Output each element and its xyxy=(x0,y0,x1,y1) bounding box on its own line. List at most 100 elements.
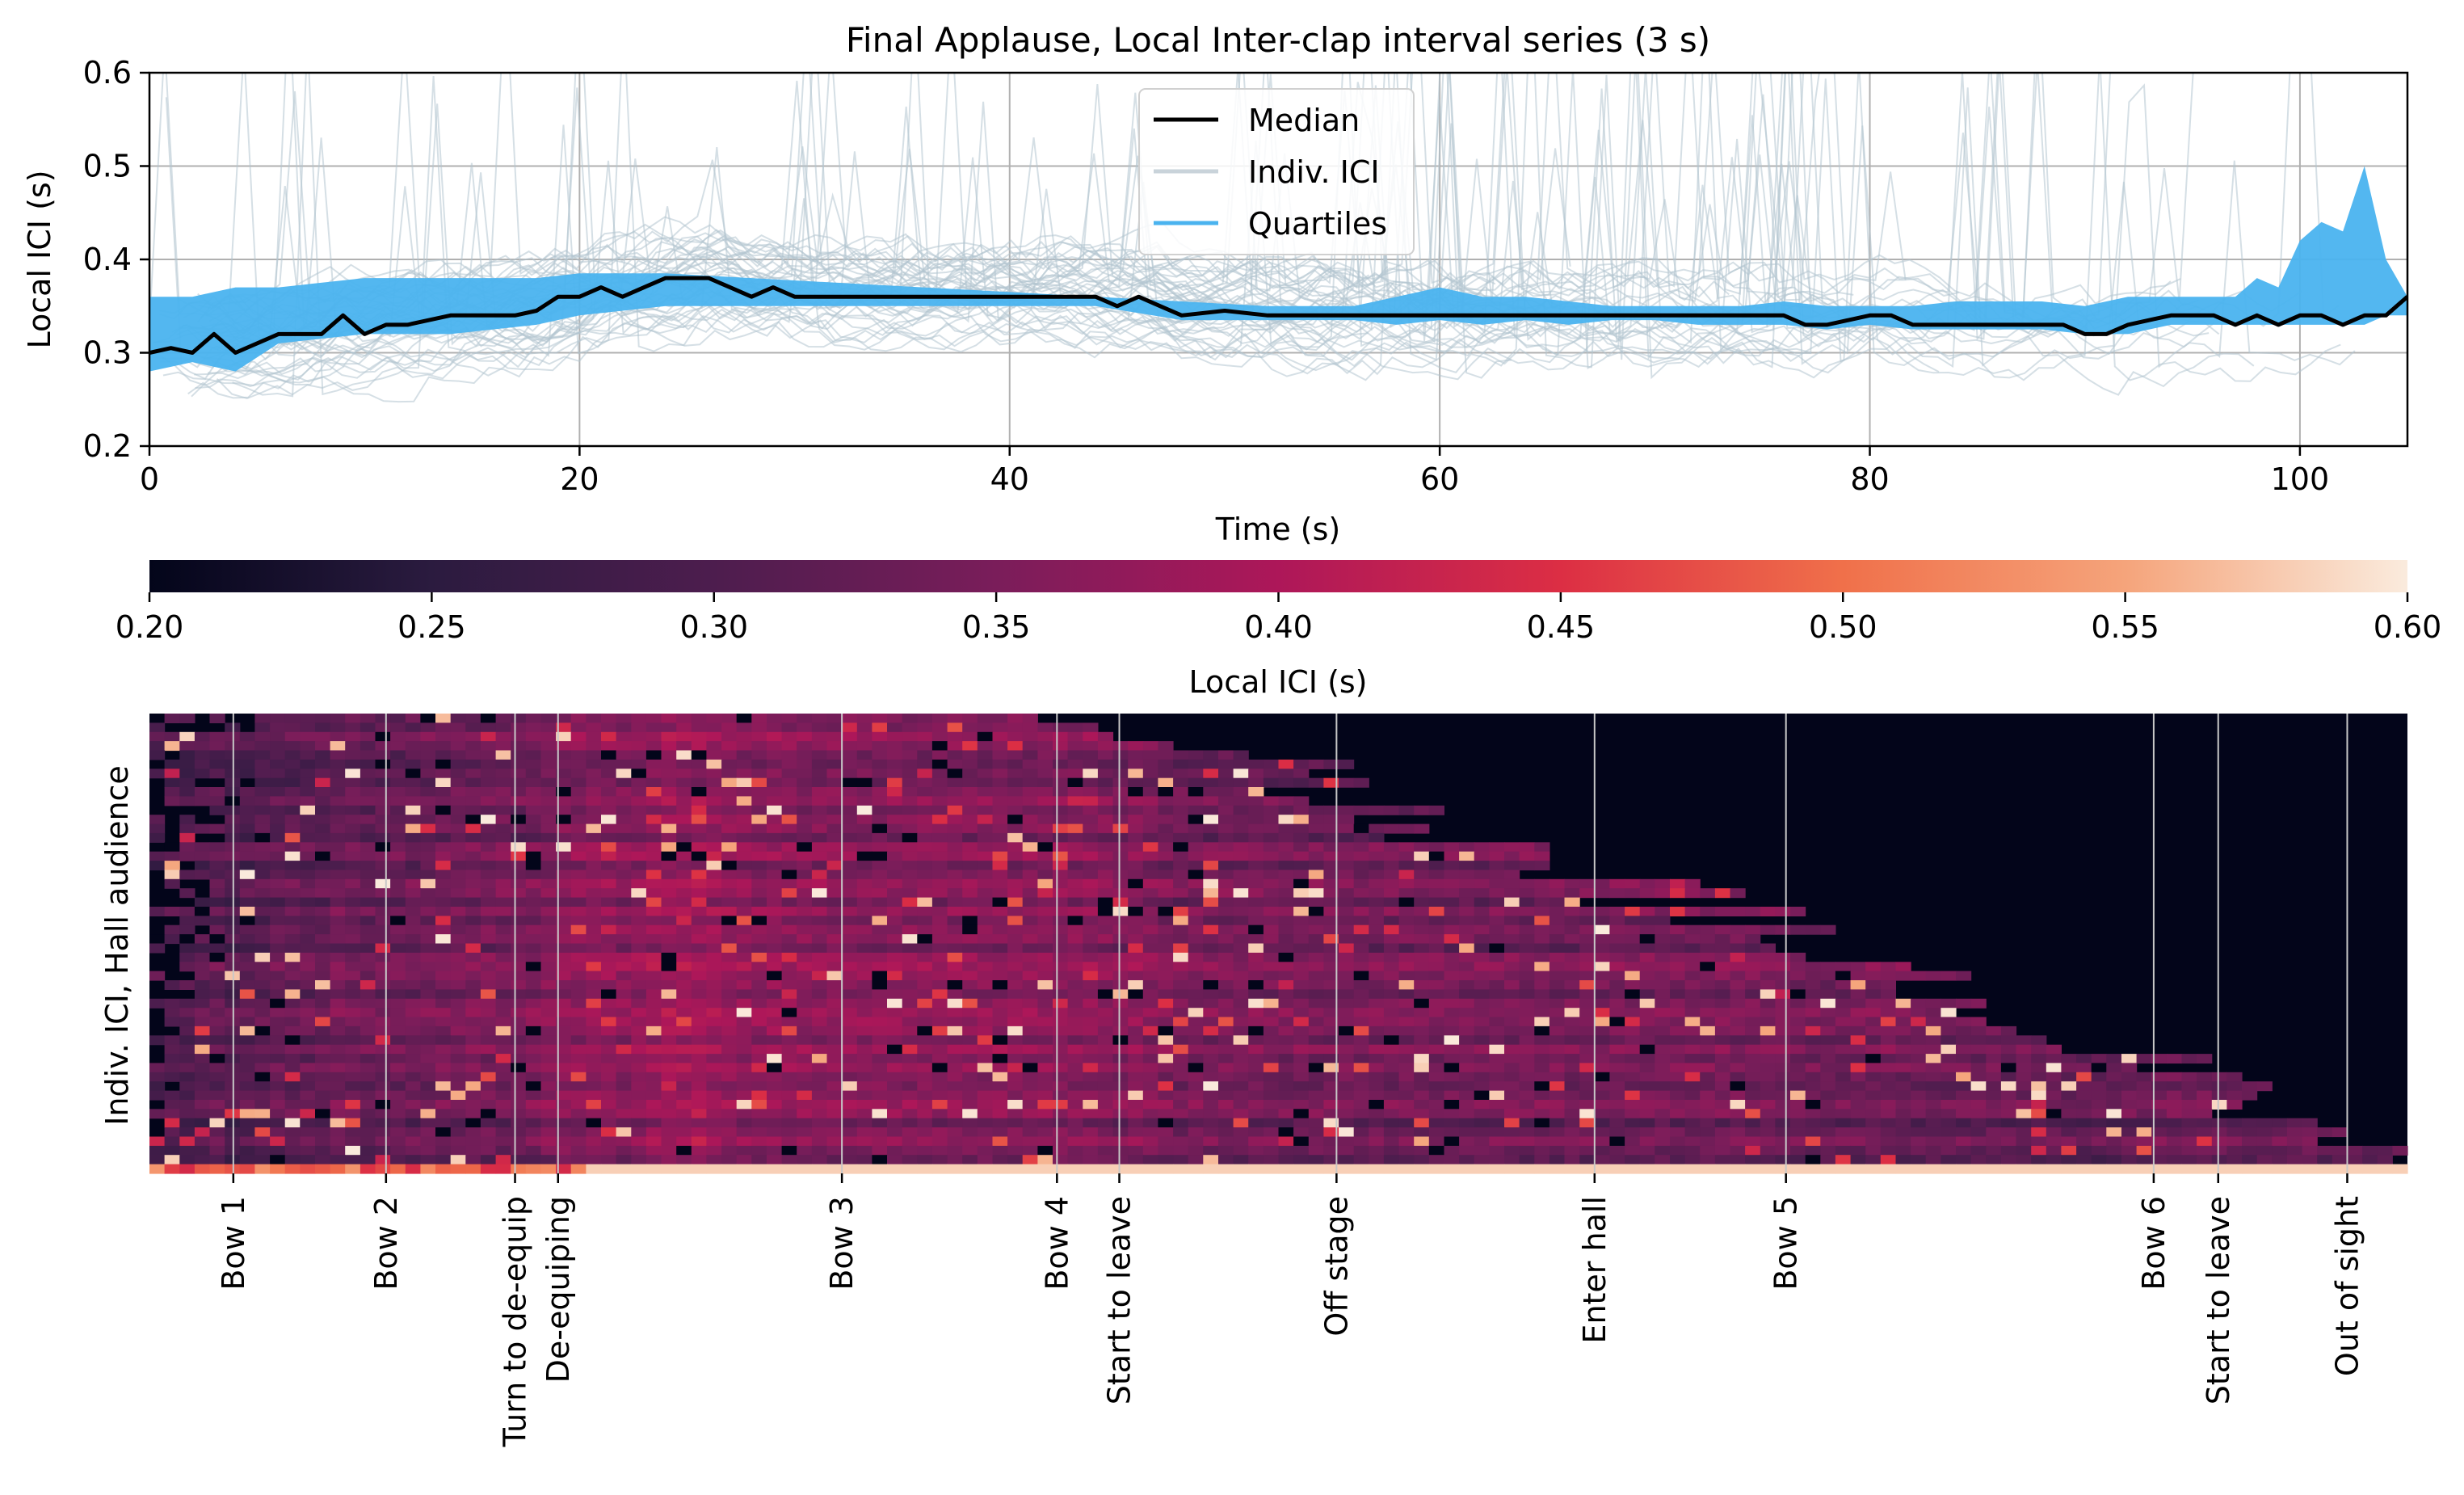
heatmap-cell xyxy=(2136,1090,2152,1101)
heatmap-cell xyxy=(1594,989,1610,1000)
heatmap-cell xyxy=(1369,1100,1385,1110)
heatmap-cell xyxy=(1489,1025,1505,1036)
heatmap-cell xyxy=(270,1072,286,1082)
heatmap-cell xyxy=(345,1081,361,1092)
heatmap-cell xyxy=(977,924,993,935)
heatmap-cell xyxy=(1414,1090,1430,1101)
heatmap-cell xyxy=(284,832,301,843)
heatmap-cell xyxy=(2121,1063,2138,1073)
heatmap-cell xyxy=(1639,1063,1655,1073)
heatmap-cell xyxy=(1353,998,1369,1009)
heatmap-cell xyxy=(1323,907,1339,916)
heatmap-cell xyxy=(345,971,361,981)
heatmap-cell xyxy=(405,888,421,899)
heatmap-cell xyxy=(284,980,301,990)
heatmap-cell xyxy=(1805,1017,1821,1027)
heatmap-cell xyxy=(721,759,738,769)
heatmap-cell xyxy=(1097,1127,1114,1138)
heatmap-cell xyxy=(616,1109,632,1119)
heatmap-cell xyxy=(556,1008,572,1018)
heatmap-cell xyxy=(525,980,541,990)
heatmap-cell xyxy=(495,924,511,935)
heatmap-cell xyxy=(525,952,541,962)
heatmap-cell xyxy=(797,1035,813,1046)
heatmap-cell xyxy=(239,787,255,797)
heatmap-cell xyxy=(645,1136,662,1147)
heatmap-cell xyxy=(1609,943,1625,954)
heatmap-cell xyxy=(1233,1100,1249,1110)
heatmap-cell xyxy=(390,998,406,1009)
heatmap-cell xyxy=(1745,1035,1761,1046)
heatmap-cell xyxy=(1850,1100,1866,1110)
heatmap-cell xyxy=(1444,1008,1460,1018)
heatmap-cell xyxy=(315,1035,331,1046)
heatmap-cell xyxy=(781,1025,797,1036)
heatmap-cell xyxy=(300,1044,316,1055)
heatmap-cell xyxy=(811,897,828,908)
heatmap-cell xyxy=(1339,897,1355,908)
heatmap-cell xyxy=(631,1090,647,1101)
heatmap-cell xyxy=(1248,989,1264,1000)
heatmap-cell xyxy=(511,769,527,779)
heatmap-cell xyxy=(992,878,1008,889)
heatmap-cell xyxy=(1594,1035,1610,1046)
heatmap-cell xyxy=(420,1136,436,1147)
heatmap-cell xyxy=(540,916,557,926)
heatmap-cell xyxy=(1188,777,1204,788)
heatmap-cell xyxy=(856,796,872,806)
heatmap-cell xyxy=(225,1054,241,1064)
heatmap-cell xyxy=(1067,943,1083,954)
heatmap-cell xyxy=(345,897,361,908)
heatmap-cell xyxy=(691,907,707,916)
heatmap-cell xyxy=(1880,1025,1896,1036)
heatmap-cell xyxy=(1609,1136,1625,1147)
heatmap-cell xyxy=(1534,989,1550,1000)
heatmap-cell xyxy=(179,934,196,945)
heatmap-cell xyxy=(842,722,858,733)
heatmap-cell xyxy=(1323,916,1339,926)
heatmap-cell xyxy=(525,1118,541,1128)
heatmap-cell xyxy=(917,1118,933,1128)
heatmap-cell xyxy=(1037,1063,1053,1073)
heatmap-cell xyxy=(345,1008,361,1018)
heatmap-cell xyxy=(556,1100,572,1110)
heatmap-cell xyxy=(254,750,271,760)
heatmap-cell xyxy=(601,722,617,733)
heatmap-cell xyxy=(1745,934,1761,945)
heatmap-cell xyxy=(902,1072,918,1082)
heatmap-cell xyxy=(781,750,797,760)
heatmap-cell xyxy=(706,815,722,825)
heatmap-cell xyxy=(435,1035,452,1046)
heatmap-cell xyxy=(525,943,541,954)
heatmap-cell xyxy=(1474,962,1490,972)
heatmap-cell xyxy=(992,870,1008,880)
heatmap-cell xyxy=(917,924,933,935)
heatmap-cell xyxy=(661,796,677,806)
heatmap-cell xyxy=(586,971,602,981)
heatmap-cell xyxy=(645,714,662,723)
heatmap-cell xyxy=(420,1025,436,1036)
heatmap-cell xyxy=(1083,722,1099,733)
heatmap-cell xyxy=(1308,1072,1324,1082)
heatmap-cell xyxy=(330,888,346,899)
heatmap-cell xyxy=(1398,971,1415,981)
heatmap-cell xyxy=(736,1017,752,1027)
heatmap-cell xyxy=(797,989,813,1000)
heatmap-cell xyxy=(179,998,196,1009)
heatmap-cell xyxy=(1444,1017,1460,1027)
heatmap-cell xyxy=(797,750,813,760)
heatmap-cell xyxy=(239,1100,255,1110)
heatmap-cell xyxy=(992,924,1008,935)
heatmap-cell xyxy=(1083,731,1099,742)
heatmap-cell xyxy=(706,943,722,954)
heatmap-cell xyxy=(1022,888,1038,899)
heatmap-cell xyxy=(254,777,271,788)
colorbar-tick-label: 0.40 xyxy=(1244,609,1313,645)
heatmap-cell xyxy=(1474,943,1490,954)
heatmap-cell xyxy=(797,1109,813,1119)
heatmap-cell xyxy=(1564,1017,1580,1027)
heatmap-cell xyxy=(300,989,316,1000)
heatmap-cell xyxy=(1158,750,1174,760)
heatmap-cell xyxy=(225,769,241,779)
heatmap-cell xyxy=(1263,1090,1280,1101)
